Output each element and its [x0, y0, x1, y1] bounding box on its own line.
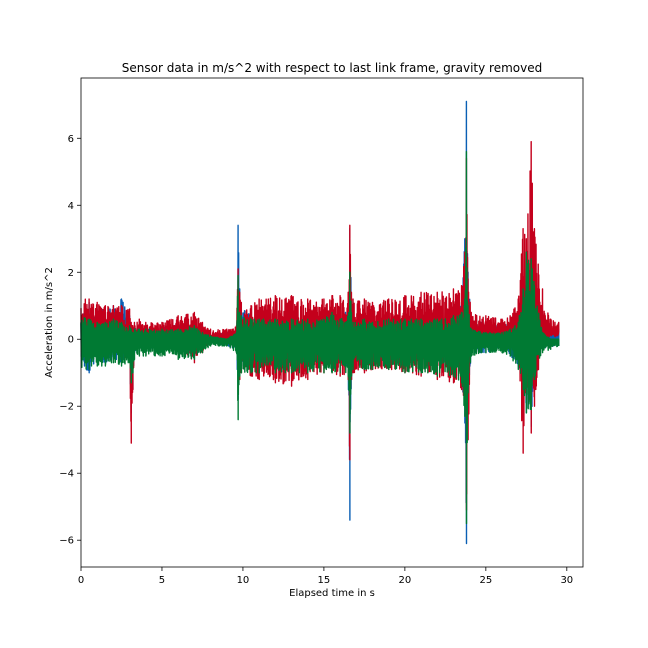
x-tick-label: 5	[159, 575, 165, 586]
y-axis-label: Acceleration in m/s^2	[44, 267, 55, 378]
y-tick-label: −2	[59, 402, 74, 413]
axes-frame	[80, 77, 584, 568]
y-tick-label: 4	[68, 201, 74, 212]
chart-title: Sensor data in m/s^2 with respect to las…	[122, 61, 542, 75]
x-axis-label: Elapsed time in s	[289, 588, 375, 599]
x-tick-label: 10	[237, 575, 250, 586]
series-line-3	[80, 150, 560, 525]
y-tick-label: 0	[68, 335, 74, 346]
y-tick-label: 2	[68, 268, 74, 279]
y-axis-ticks: −6 −4 −2 0 2 4 6	[59, 134, 81, 547]
y-tick-label: −6	[59, 536, 74, 547]
x-tick-label: 15	[318, 575, 331, 586]
series-layer	[80, 100, 560, 545]
x-tick-label: 20	[399, 575, 412, 586]
x-tick-label: 25	[479, 575, 492, 586]
plot-area	[80, 77, 584, 568]
x-axis-ticks: 0 5 10 15 20 25 30	[78, 567, 573, 586]
y-tick-label: −4	[59, 469, 74, 480]
x-tick-label: 30	[560, 575, 573, 586]
y-tick-label: 6	[68, 134, 74, 145]
x-tick-label: 0	[78, 575, 84, 586]
